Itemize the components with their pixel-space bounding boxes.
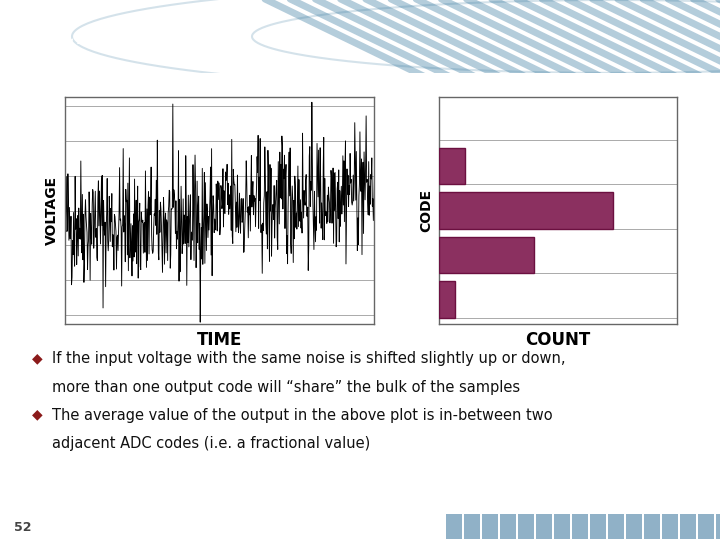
FancyBboxPatch shape [572,514,588,539]
FancyBboxPatch shape [680,514,696,539]
Bar [439,281,455,318]
FancyBboxPatch shape [626,514,642,539]
Text: more than one output code will “share” the bulk of the samples: more than one output code will “share” t… [52,380,520,395]
FancyBboxPatch shape [590,514,606,539]
Y-axis label: CODE: CODE [420,189,433,232]
FancyBboxPatch shape [482,514,498,539]
FancyBboxPatch shape [662,514,678,539]
FancyBboxPatch shape [536,514,552,539]
Text: adjacent ADC codes (i.e. a fractional value): adjacent ADC codes (i.e. a fractional va… [52,436,370,451]
FancyBboxPatch shape [446,514,462,539]
FancyBboxPatch shape [518,514,534,539]
Text: If the input voltage with the same noise is shifted slightly up or down,: If the input voltage with the same noise… [52,351,565,366]
FancyBboxPatch shape [500,514,516,539]
Bar [439,192,613,229]
Text: ADC: Noise: ADC: Noise [9,23,190,50]
Text: 52: 52 [14,521,32,535]
X-axis label: TIME: TIME [197,331,243,349]
Text: ◆: ◆ [32,351,43,365]
X-axis label: COUNT: COUNT [526,331,590,349]
Text: The average value of the output in the above plot is in-between two: The average value of the output in the a… [52,408,552,423]
Bar [439,148,464,184]
Text: ◆: ◆ [32,408,43,422]
FancyBboxPatch shape [698,514,714,539]
FancyBboxPatch shape [554,514,570,539]
Y-axis label: VOLTAGE: VOLTAGE [45,176,59,245]
FancyBboxPatch shape [464,514,480,539]
FancyBboxPatch shape [644,514,660,539]
FancyBboxPatch shape [716,514,720,539]
Bar [439,237,534,273]
FancyBboxPatch shape [608,514,624,539]
